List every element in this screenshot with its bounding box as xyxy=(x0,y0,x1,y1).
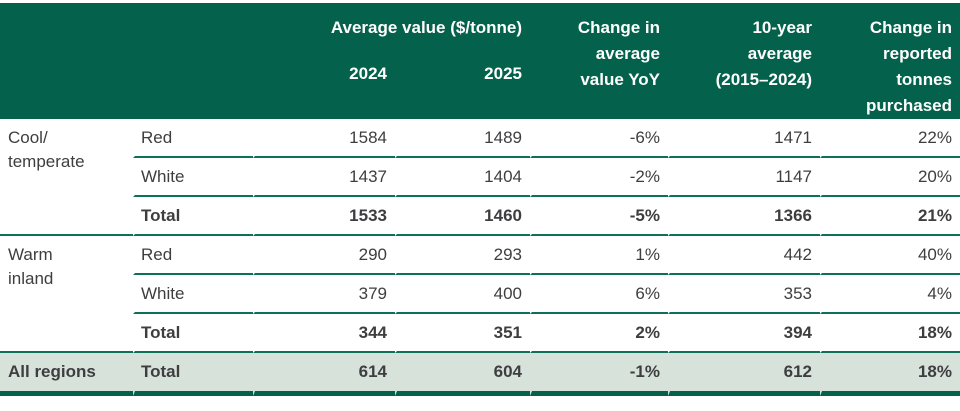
table-row: White 379 400 6% 353 4% xyxy=(0,275,960,314)
variety-cell: Red xyxy=(133,236,253,275)
value-2025-cell: 1404 xyxy=(395,158,530,197)
change-yoy-cell: -2% xyxy=(530,158,668,197)
change-yoy-cell: 1% xyxy=(530,236,668,275)
change-tonnes-cell: 18% xyxy=(820,353,960,396)
header-average-value: Average value ($/tonne) xyxy=(253,3,530,56)
value-2024-cell: 1584 xyxy=(253,119,395,158)
table-row: Cool/ temperate Red 1584 1489 -6% 1471 2… xyxy=(0,119,960,236)
change-tonnes-cell: 20% xyxy=(820,158,960,197)
value-2025-cell: 351 xyxy=(395,314,530,353)
header-spacer xyxy=(0,55,253,119)
change-yoy-cell: -1% xyxy=(530,353,668,396)
value-2024-cell: 290 xyxy=(253,236,395,275)
value-2024-cell: 1437 xyxy=(253,158,395,197)
table-header: Average value ($/tonne) Change in averag… xyxy=(0,3,960,119)
ten-year-average-cell: 442 xyxy=(668,236,820,275)
ten-year-average-cell: 1471 xyxy=(668,119,820,158)
header-ten-year-average: 10-year average (2015–2024) xyxy=(668,3,820,119)
value-2025-cell: 1489 xyxy=(395,119,530,158)
ten-year-average-cell: 1366 xyxy=(668,197,820,236)
change-yoy-cell: 6% xyxy=(530,275,668,314)
ten-year-average-cell: 394 xyxy=(668,314,820,353)
change-tonnes-cell: 22% xyxy=(820,119,960,158)
region-cell: Warm inland xyxy=(0,236,133,353)
header-year-2025: 2025 xyxy=(395,55,530,119)
header-year-2024: 2024 xyxy=(253,55,395,119)
variety-cell: Red xyxy=(133,119,253,158)
ten-year-average-cell: 1147 xyxy=(668,158,820,197)
change-yoy-cell: -6% xyxy=(530,119,668,158)
ten-year-average-cell: 612 xyxy=(668,353,820,396)
ten-year-average-cell: 353 xyxy=(668,275,820,314)
change-tonnes-cell: 4% xyxy=(820,275,960,314)
change-yoy-cell: -5% xyxy=(530,197,668,236)
table-body: Cool/ temperate Red 1584 1489 -6% 1471 2… xyxy=(0,119,960,396)
change-tonnes-cell: 40% xyxy=(820,236,960,275)
report-table-page: Average value ($/tonne) Change in averag… xyxy=(0,3,960,396)
value-2025-cell: 1460 xyxy=(395,197,530,236)
table-row: White 1437 1404 -2% 1147 20% xyxy=(0,158,960,197)
table-row-total: Total 1533 1460 -5% 1366 21% xyxy=(0,197,960,236)
variety-cell: Total xyxy=(133,353,253,396)
value-2024-cell: 614 xyxy=(253,353,395,396)
variety-cell: Total xyxy=(133,314,253,353)
table-row-total: Total 344 351 2% 394 18% xyxy=(0,314,960,353)
value-2025-cell: 604 xyxy=(395,353,530,396)
variety-cell: White xyxy=(133,158,253,197)
change-yoy-cell: 2% xyxy=(530,314,668,353)
region-cell: Cool/ temperate xyxy=(0,119,133,236)
value-2025-cell: 293 xyxy=(395,236,530,275)
value-2024-cell: 1533 xyxy=(253,197,395,236)
header-spacer xyxy=(0,3,253,56)
variety-cell: Total xyxy=(133,197,253,236)
change-tonnes-cell: 21% xyxy=(820,197,960,236)
header-change-yoy: Change in average value YoY xyxy=(530,3,668,119)
region-cell: All regions xyxy=(0,353,133,396)
value-2024-cell: 344 xyxy=(253,314,395,353)
table-row: Warm inland Red 290 293 1% 442 40% xyxy=(0,236,960,353)
value-2025-cell: 400 xyxy=(395,275,530,314)
value-2024-cell: 379 xyxy=(253,275,395,314)
table-row-all-regions: All regions Total 614 604 -1% 612 18% xyxy=(0,353,960,396)
change-tonnes-cell: 18% xyxy=(820,314,960,353)
grape-price-table: Average value ($/tonne) Change in averag… xyxy=(0,3,960,396)
variety-cell: White xyxy=(133,275,253,314)
header-change-tonnes: Change in reported tonnes purchased xyxy=(820,3,960,119)
